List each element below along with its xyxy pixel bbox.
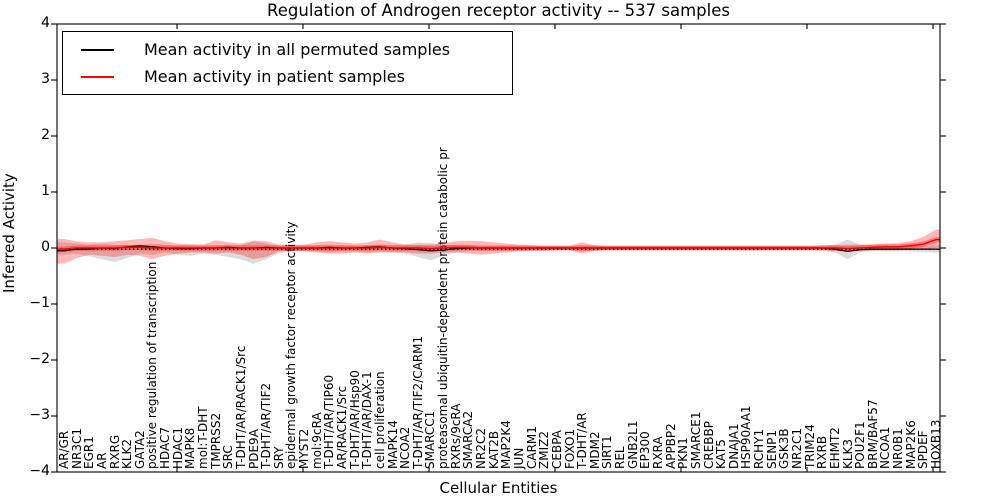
x-tick-label: SMARCE1 xyxy=(688,411,703,469)
x-tick-label: CEBPA xyxy=(549,430,564,469)
legend-label-patient: Mean activity in patient samples xyxy=(144,67,405,86)
red-line-swatch xyxy=(81,75,114,78)
legend-label-permuted: Mean activity in all permuted samples xyxy=(144,40,451,59)
x-axis-label: Cellular Entities xyxy=(439,479,558,497)
y-tick-label: 3 xyxy=(41,71,50,87)
y-tick-label: 0 xyxy=(41,239,50,255)
x-tick-label: AR xyxy=(94,452,109,469)
x-tick-label: T-DHT/AR/RACK1/Src xyxy=(233,345,248,469)
x-tick-label: EHMT2 xyxy=(827,427,842,469)
x-tick-label: HOXB13 xyxy=(929,419,943,469)
legend-item-patient: Mean activity in patient samples xyxy=(63,67,512,86)
y-tick-label: 2 xyxy=(41,127,50,143)
y-tick-label: −2 xyxy=(29,351,50,367)
legend: Mean activity in all permuted samples Me… xyxy=(62,31,513,95)
y-tick-label: −1 xyxy=(29,295,50,311)
y-tick-label: −4 xyxy=(29,463,50,479)
y-tick-label: 1 xyxy=(41,183,50,199)
black-line-swatch xyxy=(81,48,114,51)
x-tick-label: cell proliferation xyxy=(372,371,387,469)
legend-item-permuted: Mean activity in all permuted samples xyxy=(63,40,512,59)
y-tick-label: −3 xyxy=(29,407,50,423)
x-tick-label: JUN xyxy=(511,447,526,469)
chart-title: Regulation of Androgen receptor activity… xyxy=(267,1,730,20)
y-tick-label: 4 xyxy=(41,15,50,31)
